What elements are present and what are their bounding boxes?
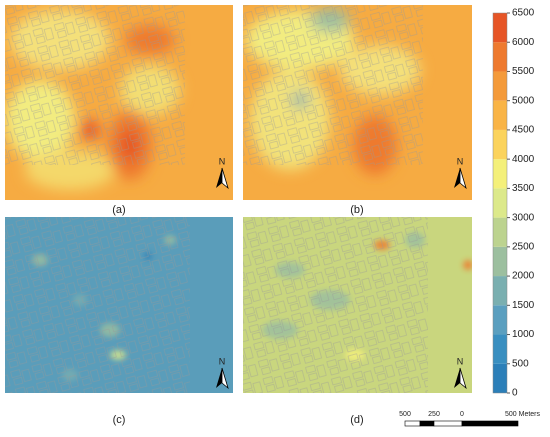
colorbar-band <box>493 363 507 393</box>
north-label: N <box>457 356 464 366</box>
colorbar-tick-label: 5000 <box>512 95 535 106</box>
scale-bar-segment <box>404 420 421 427</box>
colorbar-band <box>493 276 507 306</box>
map-b <box>243 5 472 200</box>
colorbar-tick-label: 2500 <box>512 241 535 252</box>
scale-bar-segment <box>433 420 463 427</box>
panel-label: (c) <box>113 414 126 426</box>
north-arrow <box>459 167 467 190</box>
colorbar-tick-label: 6500 <box>512 8 535 19</box>
colorbar-tick-label: 4000 <box>512 154 535 165</box>
colorbar-tick-label: 1500 <box>512 300 535 311</box>
colorbar-tick-label: 3000 <box>512 212 535 223</box>
colorbar-band <box>493 334 507 364</box>
north-label: N <box>219 356 226 366</box>
north-arrow <box>459 367 467 390</box>
colorbar-band <box>493 129 507 160</box>
colorbar-band <box>493 159 507 189</box>
north-arrow <box>216 368 222 388</box>
north-arrow <box>221 167 229 190</box>
colorbar-band <box>493 246 507 277</box>
scale-bar-segment <box>461 420 519 427</box>
colorbar-tick-label: 4500 <box>512 125 535 136</box>
colorbar-tick-label: 3500 <box>512 183 535 194</box>
scale-bar-label: 250 <box>428 411 440 418</box>
scale-bar-label: 500 <box>399 411 411 418</box>
north-label: N <box>457 156 464 166</box>
scale-bar-segment <box>419 420 435 427</box>
colorbar-tick-label: 6000 <box>512 37 535 48</box>
colorbar-band <box>493 188 507 218</box>
north-label: N <box>219 156 226 166</box>
colorbar-band <box>493 71 507 101</box>
map-c <box>5 217 233 393</box>
colorbar-band <box>493 42 507 72</box>
colorbar-tick-label: 500 <box>512 358 529 369</box>
scale-bar-label: 500 Meters <box>505 411 541 418</box>
colorbar-band <box>493 13 507 43</box>
colorbar-tick-label: 0 <box>512 388 518 399</box>
north-arrow <box>454 368 460 388</box>
panel-label: (a) <box>112 204 125 216</box>
colorbar-tick-label: 2000 <box>512 271 535 282</box>
colorbar-band <box>493 217 507 247</box>
colorbar-frame <box>492 12 508 394</box>
panel-label: (b) <box>350 204 363 216</box>
north-arrow <box>454 168 460 188</box>
colorbar-band <box>493 305 507 335</box>
scale-bar-label: 0 <box>460 411 464 418</box>
colorbar-tick-label: 5500 <box>512 66 535 77</box>
map-a <box>5 5 233 200</box>
map-d <box>243 217 472 393</box>
north-arrow <box>221 367 229 390</box>
colorbar-band <box>493 100 507 130</box>
colorbar-tick-label: 1000 <box>512 329 535 340</box>
panel-label: (d) <box>350 414 363 426</box>
north-arrow <box>216 168 222 188</box>
